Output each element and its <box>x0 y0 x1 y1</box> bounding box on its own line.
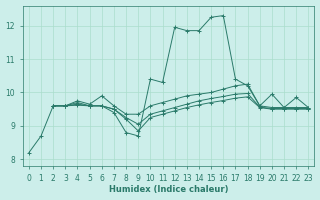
X-axis label: Humidex (Indice chaleur): Humidex (Indice chaleur) <box>109 185 228 194</box>
